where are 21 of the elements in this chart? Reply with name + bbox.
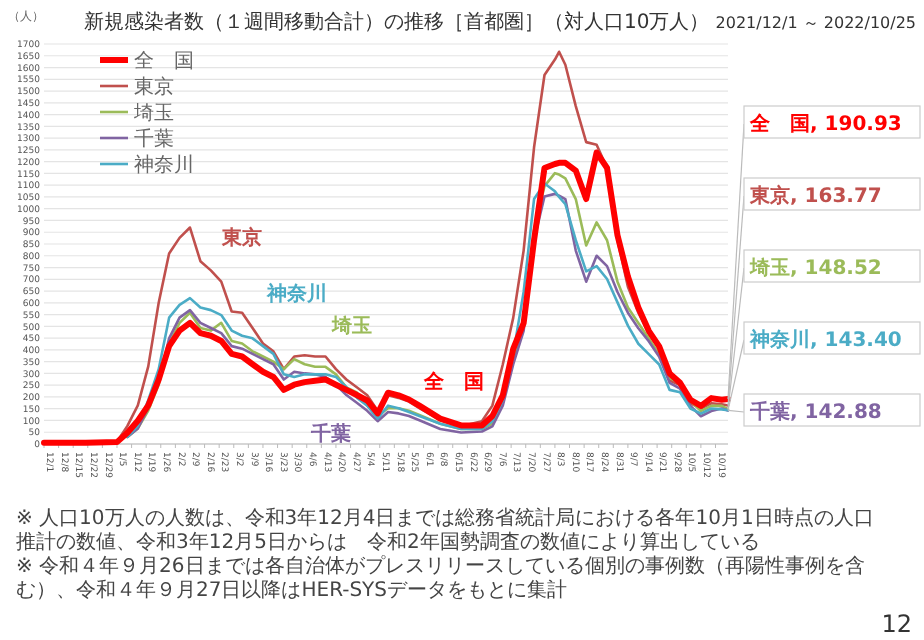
annotation: 埼玉, 148.52	[748, 256, 882, 280]
legend-label: 埼玉	[132, 101, 174, 125]
line-series	[41, 149, 731, 446]
annotation: 神奈川, 143.40	[748, 328, 902, 352]
text: ※ 令和４年９月26日までは各自治体がプレスリリースしている個別の事例数（再陽性事例を含む）、令和４年９月27日以降はHER-SYSデータをもとに集計	[16, 554, 865, 602]
text: 12	[881, 610, 912, 638]
text: 全 国	[424, 372, 485, 394]
text: 東京	[222, 228, 263, 250]
annotation: 東京, 163.77	[748, 184, 882, 208]
annotation: 全 国, 190.93	[748, 112, 902, 136]
text: 神奈川	[267, 284, 328, 306]
chart-title: 新規感染者数（１週間移動合計）の推移［首都圏］（対人口10万人）	[84, 10, 710, 34]
text: 埼玉	[331, 316, 372, 338]
legend-label: 全 国	[134, 49, 194, 73]
text: ※ 人口10万人の人数は、令和3年12月4日までは総務省統計局における各年10月1日時点の人口推計の数値、令和3年12月5日からは 令和2年国勢調査の数値により算出している	[16, 506, 874, 554]
annotation: 千葉, 142.88	[748, 400, 882, 424]
legend-label: 神奈川	[134, 153, 194, 177]
text: 2021/12/1 ～ 2022/10/25	[715, 14, 916, 32]
legend-label: 千葉	[134, 127, 174, 151]
legend-label: 東京	[134, 75, 174, 99]
text: 千葉	[311, 424, 352, 446]
